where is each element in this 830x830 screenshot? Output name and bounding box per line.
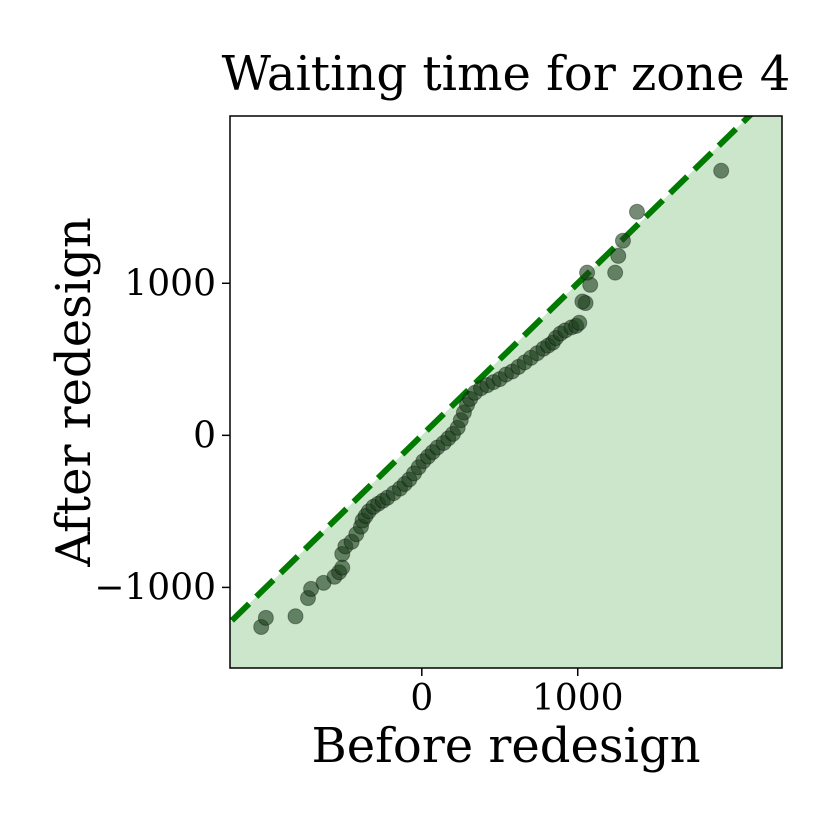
chart-title: Waiting time for zone 4: [222, 46, 791, 102]
data-point: [614, 232, 631, 249]
data-point: [574, 293, 591, 310]
x-tick-label: 1000: [532, 678, 624, 719]
axis-ticks: 0 1000 −1000 0 1000: [94, 263, 623, 719]
plot-content: [230, 116, 782, 668]
reference-line: [230, 116, 754, 627]
data-point: [303, 580, 320, 597]
data-point: [713, 162, 730, 179]
y-tick-label: 0: [193, 415, 216, 456]
data-point: [334, 559, 351, 576]
data-point: [628, 203, 645, 220]
x-tick-label: 0: [410, 678, 433, 719]
data-point: [579, 264, 596, 281]
data-point: [607, 264, 624, 281]
plot-area: [230, 116, 782, 668]
plot-frame: [229, 115, 783, 669]
data-point: [610, 247, 627, 264]
x-axis-label: Before redesign: [311, 718, 700, 774]
shaded-region: [230, 116, 782, 668]
y-tick-label: −1000: [94, 567, 216, 608]
data-point: [287, 608, 304, 625]
data-point: [257, 609, 274, 626]
y-tick-label: 1000: [124, 263, 216, 304]
data-point: [571, 314, 588, 331]
y-axis-label: After redesign: [46, 217, 102, 568]
